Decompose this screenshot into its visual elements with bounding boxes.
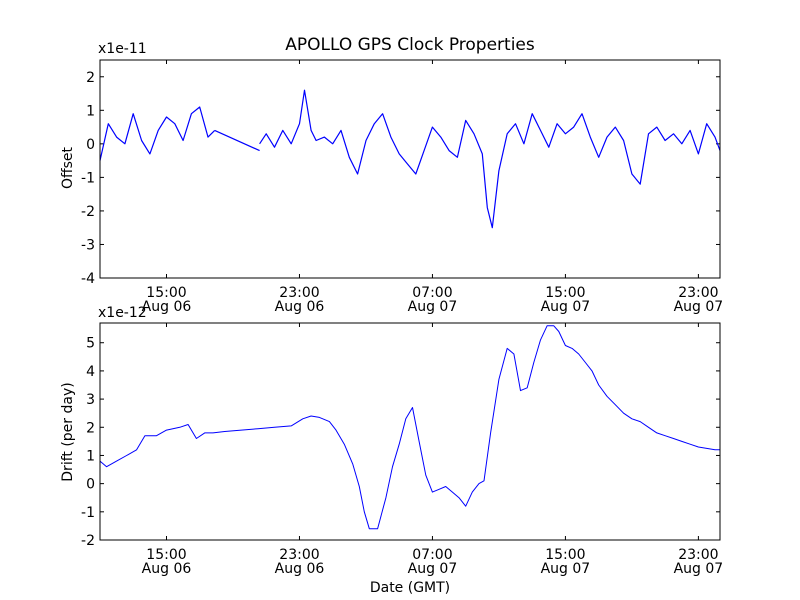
offset-series-line — [259, 89, 721, 229]
offset-xtick-time-label: 15:00 — [545, 285, 585, 301]
offset-plot-frame — [99, 59, 721, 279]
drift-xtick-time-label: 23:00 — [279, 547, 319, 563]
offset-ytick-label: 0 — [86, 137, 95, 153]
drift-scale-label: x1e-12 — [98, 305, 147, 321]
drift-plot-frame — [99, 322, 721, 541]
drift-ytick-label: 2 — [86, 420, 95, 436]
drift-panel: x1e-12 Drift (per day) Date (GMT) -2 -1 0 1… — [60, 305, 723, 596]
drift-series-line — [99, 325, 720, 530]
drift-xtick-time-label: 07:00 — [412, 547, 452, 563]
offset-ytick-label: -2 — [81, 204, 95, 220]
offset-ytick-label: -3 — [81, 237, 95, 253]
drift-y-axis-label: Drift (per day) — [60, 382, 76, 481]
drift-xtick-date-label: Aug 07 — [541, 561, 591, 577]
drift-xtick-date-label: Aug 07 — [408, 561, 458, 577]
drift-series — [99, 325, 720, 530]
offset-xtick-date-label: Aug 06 — [275, 299, 325, 315]
offset-scale-label: x1e-11 — [98, 41, 147, 57]
drift-ytick-label: 0 — [86, 477, 95, 493]
drift-ytick-label: 3 — [86, 392, 95, 408]
offset-series — [99, 89, 721, 229]
drift-xtick-time-label: 23:00 — [678, 547, 718, 563]
drift-ytick-label: 1 — [86, 448, 95, 464]
chart-title: APOLLO GPS Clock Properties — [285, 35, 535, 55]
offset-xtick-date-label: Aug 07 — [408, 299, 458, 315]
offset-xtick-date-label: Aug 07 — [541, 299, 591, 315]
offset-y-axis-label: Offset — [60, 146, 76, 189]
drift-xtick-time-label: 15:00 — [545, 547, 585, 563]
offset-panel: APOLLO GPS Clock Properties x1e-11 Offse… — [60, 35, 723, 315]
offset-ytick-label: -1 — [81, 170, 95, 186]
offset-xtick-time-label: 23:00 — [678, 285, 718, 301]
offset-series-line — [99, 106, 216, 161]
drift-xtick-date-label: Aug 06 — [142, 561, 192, 577]
drift-ytick-label: 5 — [86, 336, 95, 352]
drift-xtick-date-label: Aug 07 — [674, 561, 724, 577]
drift-ytick-label: -2 — [81, 533, 95, 549]
offset-ytick-label: 2 — [86, 70, 95, 86]
offset-xtick-time-label: 15:00 — [146, 285, 186, 301]
offset-xtick-time-label: 23:00 — [279, 285, 319, 301]
drift-ytick-label: -1 — [81, 505, 95, 521]
offset-xtick-date-label: Aug 06 — [142, 299, 192, 315]
offset-series-line — [214, 129, 260, 152]
drift-xtick-time-label: 15:00 — [146, 547, 186, 563]
drift-ytick-label: 4 — [86, 364, 95, 380]
x-axis-label: Date (GMT) — [370, 580, 450, 596]
offset-ytick-label: -4 — [81, 271, 95, 287]
offset-ytick-label: 1 — [86, 103, 95, 119]
drift-xtick-date-label: Aug 06 — [275, 561, 325, 577]
offset-xtick-time-label: 07:00 — [412, 285, 452, 301]
offset-xtick-date-label: Aug 07 — [674, 299, 724, 315]
